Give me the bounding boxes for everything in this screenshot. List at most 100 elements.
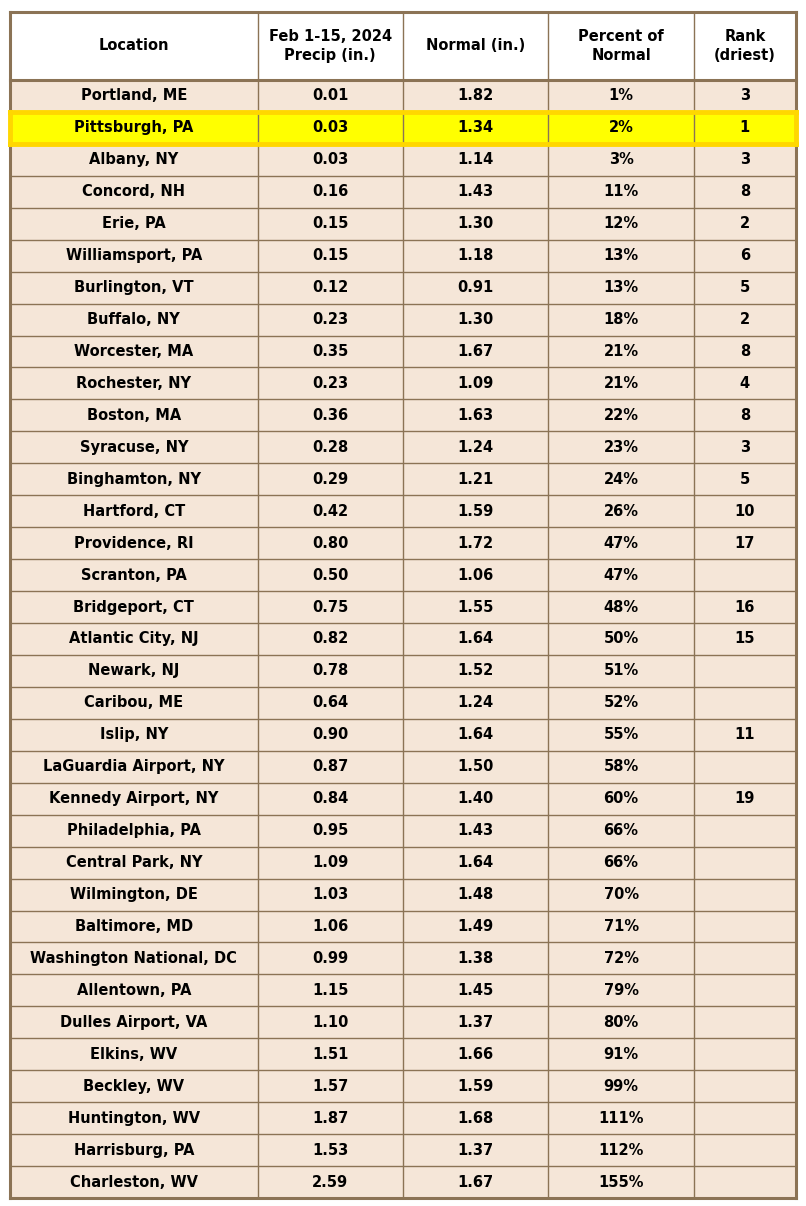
Text: Portland, ME: Portland, ME — [81, 88, 187, 104]
Text: 0.90: 0.90 — [312, 727, 348, 743]
Text: Normal (in.): Normal (in.) — [426, 39, 526, 53]
Text: 3: 3 — [740, 88, 750, 104]
Text: Washington National, DC: Washington National, DC — [31, 950, 237, 966]
Text: 0.75: 0.75 — [312, 599, 348, 615]
Text: 1.51: 1.51 — [312, 1047, 348, 1061]
Text: 0.23: 0.23 — [312, 312, 348, 327]
Text: Feb 1-15, 2024
Precip (in.): Feb 1-15, 2024 Precip (in.) — [268, 29, 392, 63]
Text: Hartford, CT: Hartford, CT — [83, 504, 185, 519]
Text: 15: 15 — [734, 632, 755, 646]
Text: Allentown, PA: Allentown, PA — [77, 983, 191, 997]
Text: 1.59: 1.59 — [458, 1078, 494, 1094]
Bar — [10, 847, 796, 879]
Text: 11: 11 — [734, 727, 755, 743]
Text: 1.09: 1.09 — [458, 376, 494, 391]
Text: Wilmington, DE: Wilmington, DE — [70, 888, 197, 902]
Text: 10: 10 — [734, 504, 755, 519]
Text: Erie, PA: Erie, PA — [102, 216, 166, 232]
Text: 1.15: 1.15 — [312, 983, 348, 997]
Bar — [10, 942, 796, 974]
Bar — [10, 271, 796, 304]
Bar — [10, 496, 796, 527]
Text: 1.37: 1.37 — [458, 1142, 494, 1158]
Text: 0.03: 0.03 — [312, 152, 348, 168]
Text: 21%: 21% — [604, 344, 638, 359]
Bar — [10, 1102, 796, 1134]
Text: 1.45: 1.45 — [458, 983, 494, 997]
Text: 71%: 71% — [604, 919, 638, 933]
Text: 0.80: 0.80 — [312, 535, 348, 551]
Text: 1.06: 1.06 — [312, 919, 348, 933]
Bar — [10, 591, 796, 624]
Text: 3%: 3% — [609, 152, 634, 168]
Text: 16: 16 — [735, 599, 755, 615]
Text: LaGuardia Airport, NY: LaGuardia Airport, NY — [43, 760, 225, 774]
Text: 1.87: 1.87 — [312, 1111, 348, 1125]
Text: 1.21: 1.21 — [458, 472, 494, 487]
Text: 23%: 23% — [604, 440, 638, 455]
Text: 80%: 80% — [604, 1014, 638, 1030]
Text: 19: 19 — [735, 791, 755, 807]
Text: Scranton, PA: Scranton, PA — [81, 568, 187, 582]
Text: 0.28: 0.28 — [312, 440, 348, 455]
Bar — [10, 751, 796, 783]
Text: Pittsburgh, PA: Pittsburgh, PA — [74, 121, 193, 135]
Text: Bridgeport, CT: Bridgeport, CT — [73, 599, 194, 615]
Bar — [10, 911, 796, 942]
Text: 3: 3 — [740, 152, 750, 168]
Text: Kennedy Airport, NY: Kennedy Airport, NY — [49, 791, 218, 807]
Text: Williamsport, PA: Williamsport, PA — [65, 248, 202, 263]
Bar — [10, 432, 796, 463]
Text: 3: 3 — [740, 440, 750, 455]
Text: 1.43: 1.43 — [458, 824, 494, 838]
Text: 0.35: 0.35 — [312, 344, 348, 359]
Text: Concord, NH: Concord, NH — [82, 185, 185, 199]
Text: 0.87: 0.87 — [312, 760, 348, 774]
Text: 0.03: 0.03 — [312, 121, 348, 135]
Text: 1.24: 1.24 — [458, 440, 494, 455]
Bar — [10, 144, 796, 176]
Text: 52%: 52% — [604, 696, 638, 710]
Text: 1.67: 1.67 — [458, 1175, 494, 1189]
Text: 55%: 55% — [604, 727, 638, 743]
Text: 1.67: 1.67 — [458, 344, 494, 359]
Text: 1.55: 1.55 — [458, 599, 494, 615]
Bar — [10, 304, 796, 335]
Text: Buffalo, NY: Buffalo, NY — [87, 312, 181, 327]
Text: 50%: 50% — [604, 632, 638, 646]
Text: 111%: 111% — [598, 1111, 644, 1125]
Text: Rochester, NY: Rochester, NY — [77, 376, 191, 391]
Bar — [10, 783, 796, 815]
Text: 0.64: 0.64 — [312, 696, 348, 710]
Text: 58%: 58% — [604, 760, 638, 774]
Text: Elkins, WV: Elkins, WV — [90, 1047, 177, 1061]
Text: 0.29: 0.29 — [312, 472, 348, 487]
Text: Location: Location — [98, 39, 169, 53]
Text: 1.14: 1.14 — [458, 152, 494, 168]
Text: 51%: 51% — [604, 663, 638, 679]
Text: 0.78: 0.78 — [312, 663, 348, 679]
Text: 47%: 47% — [604, 568, 638, 582]
Text: 1.72: 1.72 — [458, 535, 494, 551]
Text: 1.64: 1.64 — [458, 855, 494, 870]
Text: 0.15: 0.15 — [312, 248, 348, 263]
Text: 0.23: 0.23 — [312, 376, 348, 391]
Text: Boston, MA: Boston, MA — [87, 408, 181, 423]
Text: Philadelphia, PA: Philadelphia, PA — [67, 824, 201, 838]
Text: 1.38: 1.38 — [458, 950, 494, 966]
Bar — [10, 1070, 796, 1102]
Text: 5: 5 — [740, 280, 750, 295]
Bar — [10, 12, 796, 80]
Text: 70%: 70% — [604, 888, 638, 902]
Text: Providence, RI: Providence, RI — [74, 535, 193, 551]
Text: Percent of
Normal: Percent of Normal — [578, 29, 664, 63]
Text: 1.43: 1.43 — [458, 185, 494, 199]
Text: 1.37: 1.37 — [458, 1014, 494, 1030]
Text: 0.16: 0.16 — [312, 185, 348, 199]
Text: Newark, NJ: Newark, NJ — [88, 663, 180, 679]
Bar — [10, 176, 796, 207]
Text: Binghamton, NY: Binghamton, NY — [67, 472, 201, 487]
Text: 0.01: 0.01 — [312, 88, 348, 104]
Text: 1.34: 1.34 — [458, 121, 494, 135]
Text: Harrisburg, PA: Harrisburg, PA — [73, 1142, 194, 1158]
